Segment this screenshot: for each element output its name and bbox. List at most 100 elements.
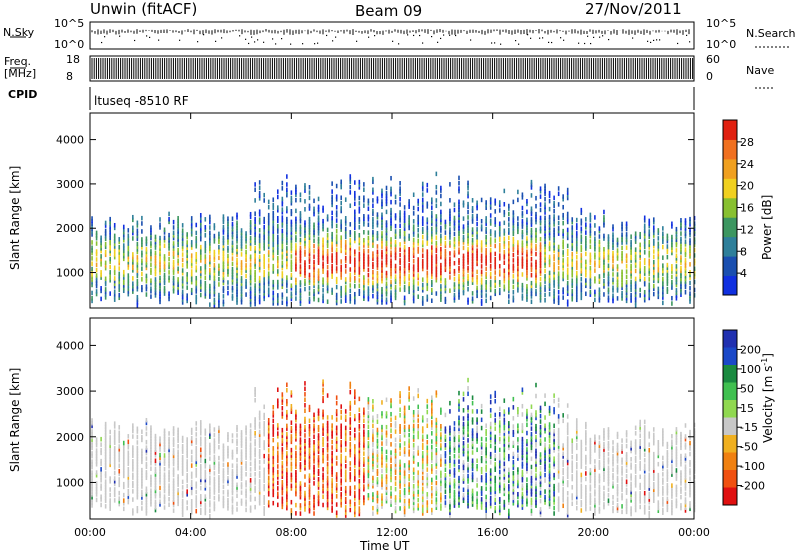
power-cell [91,224,93,229]
power-cell [489,285,492,290]
power-cell [494,238,497,243]
power-cell [272,237,275,242]
power-cell [639,231,641,237]
power-cell [349,253,352,259]
power-cell [276,263,279,269]
power-cell [209,257,211,262]
vel-cell [127,439,130,445]
power-cell [381,271,383,276]
vel-cell [258,484,261,490]
power-cell [435,275,438,280]
vel-cell [209,513,211,519]
power-cell [553,200,555,206]
power-cell [340,238,343,243]
power-cell [508,254,510,259]
power-cell [634,287,637,292]
power-cell [190,279,193,285]
power-cell [485,242,487,248]
power-cell [353,262,356,268]
power-cell [666,233,669,239]
power-cell [485,274,487,280]
vel-cell [136,489,139,495]
vel-cell [209,470,211,475]
power-cell [489,287,492,293]
power-cell [254,187,256,193]
power-cell [263,264,265,270]
power-cell [299,298,302,304]
power-cell [444,230,447,235]
power-cell [625,287,628,293]
power-cell [467,231,469,236]
power-cell [517,282,519,288]
vel-cell [136,440,139,445]
power-cell [585,241,587,246]
power-cell [267,199,270,205]
power-cell [571,265,574,270]
vel-cell [281,455,284,460]
vel-cell [100,461,102,467]
power-cell [267,218,270,223]
vel-cell [236,433,238,438]
power-cell [317,249,320,255]
vel-cell [141,448,143,454]
power-cell [127,244,130,249]
power-cell [385,230,388,236]
power-cell [426,265,429,270]
power-cell [634,279,637,284]
power-cell [91,280,93,285]
power-cell [453,250,456,255]
nsearch-sample [632,37,634,39]
power-cell [607,271,610,276]
power-cell [526,262,528,268]
power-cell [254,216,256,222]
power-cell [353,249,356,254]
power-cell [163,256,166,262]
power-cell [485,226,487,232]
vel-cell [290,508,293,513]
power-cell [471,291,474,296]
vel-cell [236,468,238,474]
power-cell [304,278,306,284]
power-cell [517,261,519,266]
power-cell [684,258,687,263]
power-cell [317,239,320,244]
power-cell [335,279,338,284]
power-cell [344,279,347,285]
power-cell [675,288,678,293]
vel-cell [231,438,234,444]
power-cell [308,216,311,222]
power-cell [440,201,442,207]
power-cell [503,228,506,234]
power-cell [363,214,365,219]
power-cell [281,202,284,207]
power-cell [127,252,130,257]
power-cell [575,231,578,236]
power-cell [340,219,343,224]
power-cell [693,231,696,237]
power-cell [331,242,333,248]
power-cell [249,270,252,275]
power-cell [680,223,682,228]
power-cell [671,240,673,245]
power-cell [580,258,583,263]
power-cell [675,242,678,248]
power-cell [227,280,229,285]
power-cell [458,236,460,242]
power-cell [616,277,619,283]
power-cell [471,299,474,304]
nave-tick-high: 60 [706,53,720,66]
power-cell [652,217,655,222]
vel-cell [267,492,270,497]
vel-cell [236,427,238,433]
vel-cell [254,441,256,447]
power-cell [190,255,193,261]
power-cell [440,225,442,231]
power-cell [367,278,370,283]
vel-cell [100,467,102,472]
power-cell [607,236,610,242]
power-cell [462,229,465,235]
vel-cell [104,462,107,468]
power-cell [308,248,311,254]
power-cell [431,266,433,272]
vel-cell [258,416,261,421]
